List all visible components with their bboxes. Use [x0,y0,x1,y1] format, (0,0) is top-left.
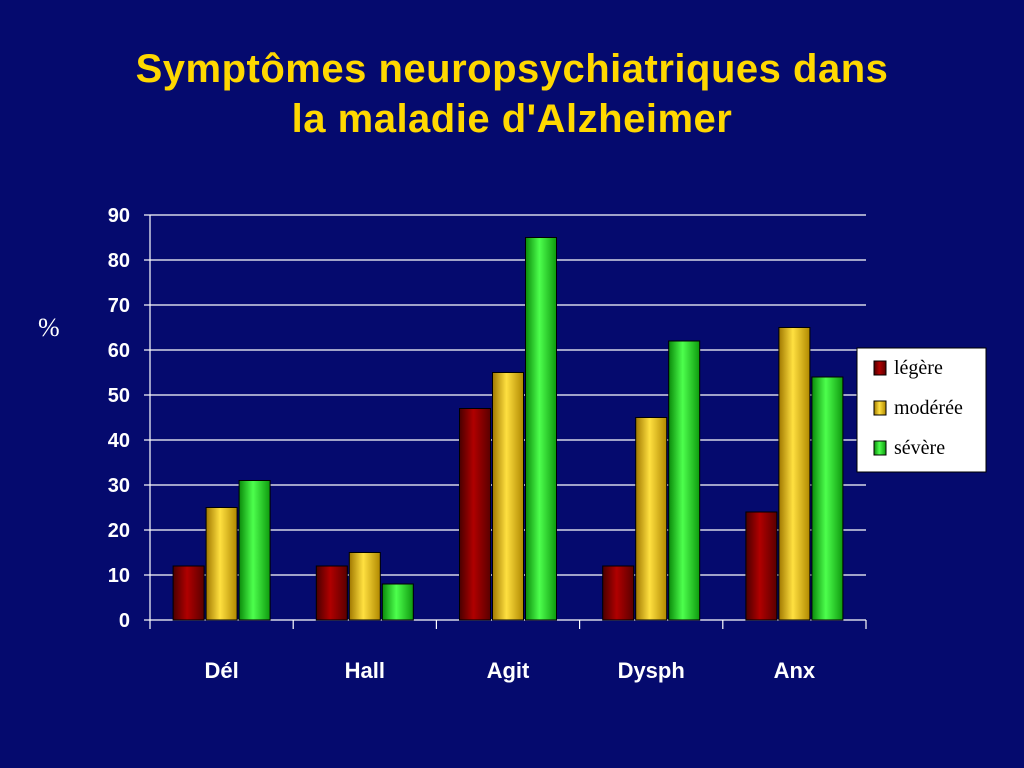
y-tick-label: 30 [108,475,130,497]
bar-sévère-Anx [811,376,844,621]
y-tick-label: 50 [108,385,130,407]
legend-label-modérée: modérée [894,397,963,419]
bar-modérée-Dél [205,507,238,621]
legend-swatch-sévère [873,440,887,456]
bars [172,237,844,621]
legend: légère modérée sévère [856,347,987,473]
legend-label-sévère: sévère [894,437,945,459]
bar-sévère-Dél [238,480,271,621]
y-tick-label: 90 [108,205,130,227]
bar-légère-Agit [459,408,491,621]
slide-title-line-2: la maladie d'Alzheimer [291,97,733,141]
x-category-label: Hall [345,658,385,683]
bar-légère-Dél [172,565,205,621]
bar-sévère-Agit [525,237,557,621]
x-category-label: Dél [204,658,238,683]
slide-title: Symptômes neuropsychiatriques dans la ma… [0,44,1024,144]
y-tick-label: 60 [108,340,130,362]
bar-modérée-Hall [348,552,381,621]
bar-légère-Anx [745,511,778,621]
y-tick-label: 40 [108,430,130,452]
y-tick-label: 70 [108,295,130,317]
bar-modérée-Dysph [635,417,668,621]
bar-sévère-Hall [381,583,414,621]
legend-swatch-légère [873,360,887,376]
legend-swatch-modérée [873,400,887,416]
bar-légère-Dysph [602,565,635,621]
y-axis-label: % [38,313,60,342]
bar-modérée-Anx [778,327,811,621]
x-category-label: Dysph [618,658,685,683]
y-tick-label: 80 [108,250,130,272]
x-category-label: Agit [487,658,530,683]
bar-modérée-Agit [492,372,524,621]
axis-labels: 0 10 20 30 40 50 60 70 80 90 Dél Hall Agit Dysph Anx [108,205,816,683]
y-tick-label: 10 [108,565,130,587]
x-category-label: Anx [774,658,816,683]
bar-légère-Hall [315,565,348,621]
slide-title-line-1: Symptômes neuropsychiatriques dans [135,47,889,91]
y-tick-label: 20 [108,520,130,542]
y-tick-label: 0 [119,610,130,632]
bar-sévère-Dysph [668,340,701,621]
legend-label-légère: légère [894,357,943,379]
